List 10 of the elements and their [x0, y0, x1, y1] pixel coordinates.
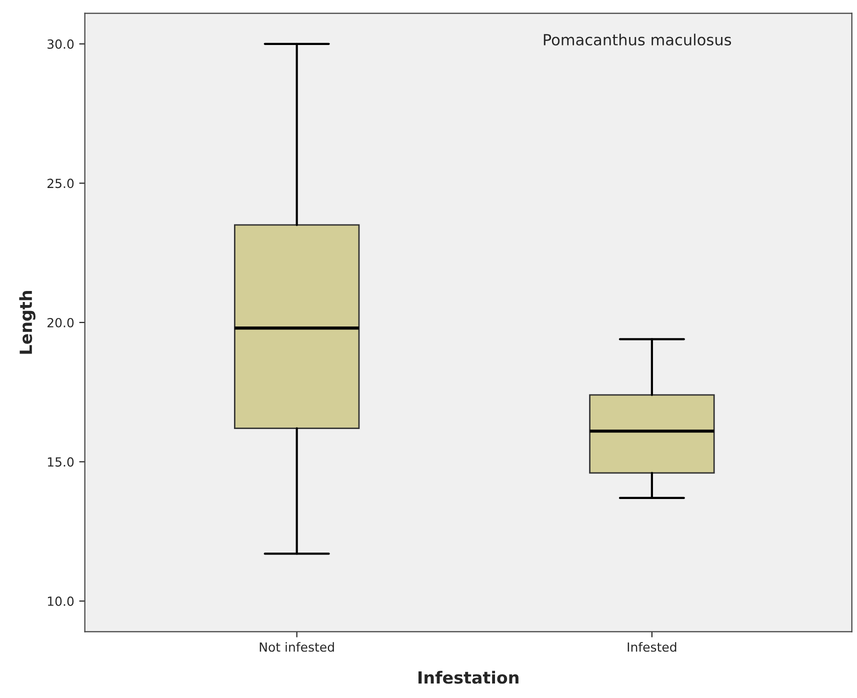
x-tick-label: Infested: [628, 642, 676, 652]
y-tick-label: 10.0: [48, 596, 74, 606]
y-tick-label: 25.0: [48, 178, 74, 188]
y-tick-label: 20.0: [48, 318, 74, 328]
x-axis-title: Infestation: [418, 670, 518, 684]
x-tick-label: Not infested: [260, 642, 334, 652]
y-tick-label: 30.0: [48, 39, 74, 49]
y-axis-title: Length: [19, 291, 36, 354]
y-tick-label: 15.0: [48, 457, 74, 467]
annotation: Pomacanthus maculosus: [544, 34, 732, 46]
